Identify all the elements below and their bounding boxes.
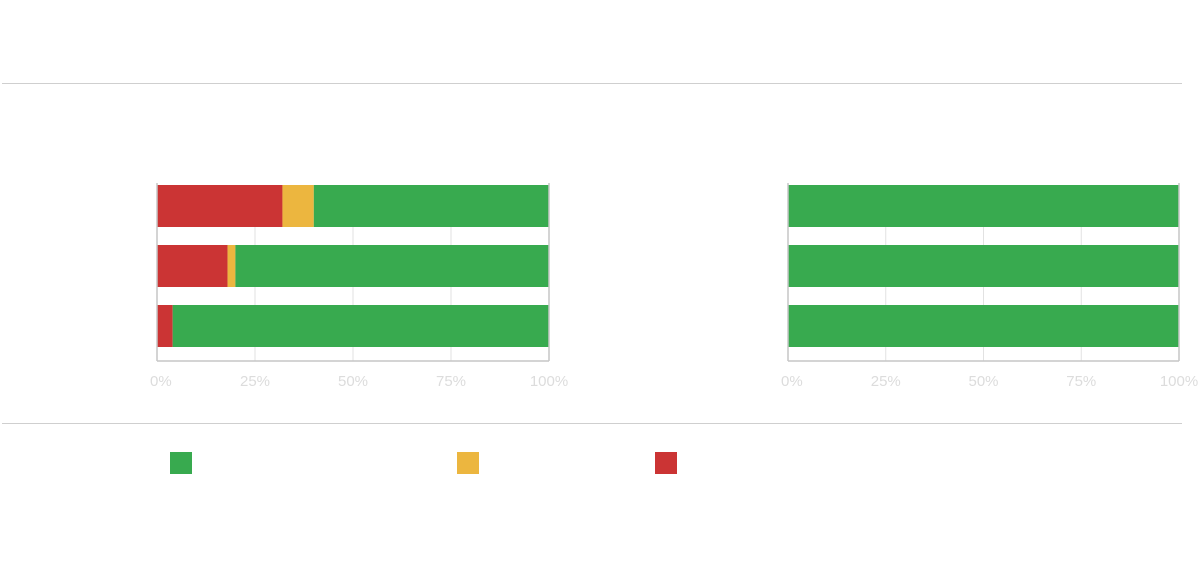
- chart2-tick-label-4: 100%: [1160, 373, 1198, 390]
- chart1-bar-row1-seg2: [282, 185, 314, 227]
- chart2-bar-row2-seg3: [788, 245, 1179, 287]
- chart2-tick-label-0: 0%: [781, 373, 803, 390]
- chart1-tick-label-4: 100%: [530, 373, 568, 390]
- chart1-bar-row1-seg3: [313, 185, 549, 227]
- chart2-bar-row1-seg3: [788, 185, 1179, 227]
- chart1-bar-row2-seg1: [157, 245, 228, 287]
- legend-swatch-yellow: [457, 452, 479, 474]
- chart1-bar-row2-seg2: [227, 245, 236, 287]
- bottom-divider: [2, 423, 1182, 424]
- legend-swatch-red: [655, 452, 677, 474]
- chart1-tick-label-1: 25%: [240, 373, 270, 390]
- chart1-bar-row3-seg1: [157, 305, 173, 347]
- legend-swatch-green: [170, 452, 192, 474]
- chart2-bar-row3-seg3: [788, 305, 1179, 347]
- chart1-bar-row2-seg3: [235, 245, 549, 287]
- chart1-bar-row1-seg1: [157, 185, 283, 227]
- top-divider: [2, 83, 1182, 84]
- chart2-tick-label-2: 50%: [968, 373, 998, 390]
- chart1-bar-row3-seg3: [172, 305, 549, 347]
- chart1-tick-label-0: 0%: [150, 373, 172, 390]
- chart1-tick-label-2: 50%: [338, 373, 368, 390]
- chart2-tick-label-3: 75%: [1066, 373, 1096, 390]
- chart1-tick-label-3: 75%: [436, 373, 466, 390]
- chart2-tick-label-1: 25%: [871, 373, 901, 390]
